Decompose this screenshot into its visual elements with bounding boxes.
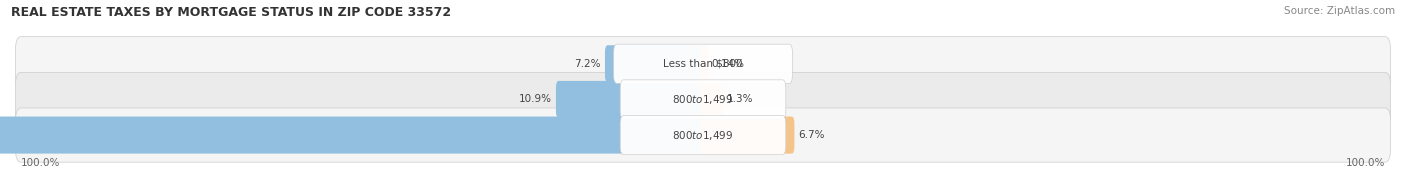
- Text: $800 to $1,499: $800 to $1,499: [672, 93, 734, 106]
- FancyBboxPatch shape: [700, 81, 723, 118]
- FancyBboxPatch shape: [15, 72, 1391, 126]
- FancyBboxPatch shape: [15, 108, 1391, 162]
- Text: REAL ESTATE TAXES BY MORTGAGE STATUS IN ZIP CODE 33572: REAL ESTATE TAXES BY MORTGAGE STATUS IN …: [11, 6, 451, 19]
- FancyBboxPatch shape: [613, 44, 793, 83]
- Text: 7.2%: 7.2%: [575, 59, 600, 69]
- FancyBboxPatch shape: [555, 81, 706, 118]
- FancyBboxPatch shape: [620, 80, 786, 119]
- FancyBboxPatch shape: [700, 117, 794, 154]
- FancyBboxPatch shape: [620, 115, 786, 155]
- Text: 10.9%: 10.9%: [519, 94, 553, 104]
- FancyBboxPatch shape: [0, 117, 706, 154]
- Text: $800 to $1,499: $800 to $1,499: [672, 129, 734, 142]
- Text: 0.14%: 0.14%: [711, 59, 745, 69]
- Text: Less than $800: Less than $800: [664, 59, 742, 69]
- Text: 1.3%: 1.3%: [727, 94, 754, 104]
- Text: Source: ZipAtlas.com: Source: ZipAtlas.com: [1284, 6, 1395, 16]
- FancyBboxPatch shape: [700, 45, 707, 82]
- FancyBboxPatch shape: [605, 45, 706, 82]
- Text: 100.0%: 100.0%: [21, 158, 60, 168]
- FancyBboxPatch shape: [15, 37, 1391, 91]
- Text: 100.0%: 100.0%: [1346, 158, 1385, 168]
- Text: 6.7%: 6.7%: [799, 130, 825, 140]
